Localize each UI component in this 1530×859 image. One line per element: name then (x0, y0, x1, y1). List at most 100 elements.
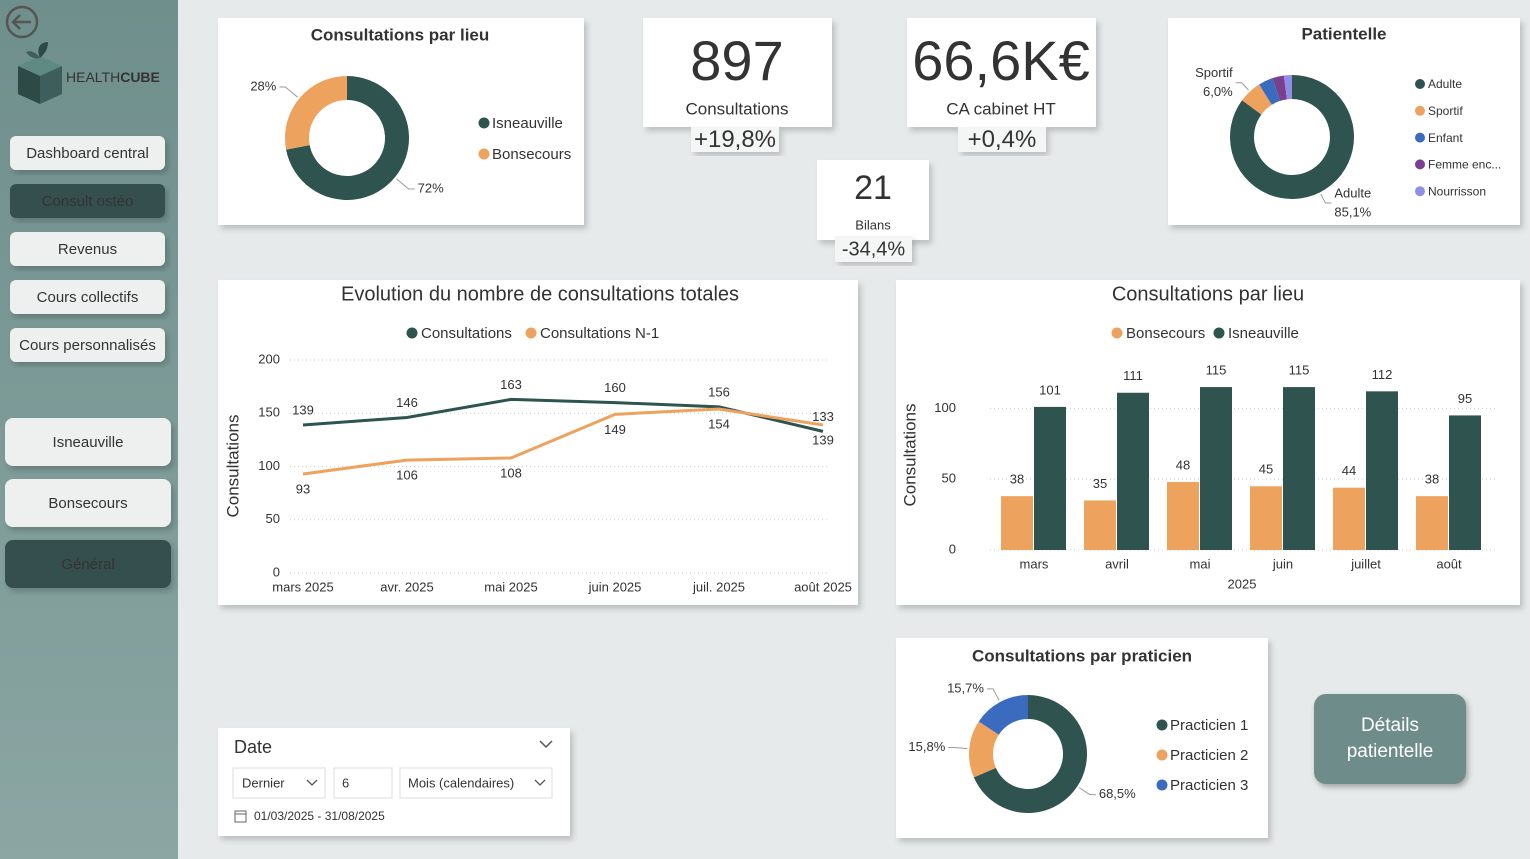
kpi-value: 21 (854, 169, 892, 207)
x-tick-label: août 2025 (794, 579, 852, 594)
nav-label[interactable]: Consult ostéo (42, 193, 134, 210)
legend-label: Practicien 2 (1170, 747, 1248, 764)
legend-label: Bonsecours (1126, 325, 1205, 342)
data-label: 93 (296, 481, 310, 496)
legend-marker (1156, 779, 1168, 791)
y-tick-label: 100 (258, 458, 280, 473)
x-tick-label: juil. 2025 (692, 579, 745, 594)
kpi-label: Bilans (855, 217, 891, 232)
data-label: 149 (604, 422, 626, 437)
site-button[interactable] (5, 479, 171, 527)
legend-label: Enfant (1428, 131, 1463, 145)
donut-slice (969, 721, 999, 778)
nav-button[interactable] (10, 328, 165, 362)
legend-label: Bonsecours (492, 146, 571, 163)
x-tick-label: juin (1272, 556, 1293, 571)
y-tick-label: 100 (934, 400, 956, 415)
chart-title: Evolution du nombre de consultations tot… (341, 283, 739, 305)
legend-label: Nourrisson (1428, 184, 1486, 198)
back-button[interactable] (5, 5, 39, 39)
data-label: 48 (1176, 457, 1190, 472)
kpi-label: CA cabinet HT (946, 99, 1056, 118)
bar (1034, 406, 1066, 550)
slicer-range: 01/03/2025 - 31/08/2025 (254, 809, 385, 823)
slicer-count[interactable]: 6 (342, 775, 349, 790)
data-label: 72% (418, 180, 444, 195)
data-label: 6,0% (1203, 84, 1233, 99)
donut-slice (978, 695, 1028, 735)
leader-line (279, 86, 299, 98)
nav-button[interactable] (10, 136, 165, 170)
chart-title: Consultations par lieu (1112, 283, 1304, 305)
kpi-change-box (835, 236, 912, 262)
data-label: 15,8% (908, 739, 945, 754)
kpi-change-box (691, 127, 779, 152)
slicer-decor (218, 728, 570, 836)
site-label[interactable]: Général (61, 556, 114, 573)
site-button[interactable] (5, 540, 171, 588)
data-label: 101 (1039, 382, 1061, 397)
bar (1283, 387, 1315, 550)
bar (1449, 415, 1481, 550)
kpi-change: +0,4% (968, 126, 1037, 153)
kpi-value: 66,6K€ (912, 29, 1090, 92)
data-label: 44 (1342, 463, 1356, 478)
nav-label[interactable]: Cours collectifs (37, 289, 139, 306)
nav-button[interactable] (10, 232, 165, 266)
details-button[interactable]: Détails patientelle (1314, 694, 1466, 784)
nav-button[interactable] (10, 280, 165, 314)
nav-button[interactable] (10, 184, 165, 218)
legend-marker (1156, 749, 1168, 761)
leader-line (948, 746, 968, 750)
donut-slice (1230, 75, 1355, 199)
slicer-mode[interactable]: Dernier (242, 775, 285, 790)
data-label: 163 (500, 377, 522, 392)
kpi-change: -34,4% (842, 238, 906, 260)
legend-marker (406, 327, 418, 339)
line-series (302, 407, 824, 476)
data-label: 38 (1425, 472, 1439, 487)
data-label: 112 (1372, 367, 1393, 382)
kpi-card (643, 18, 832, 127)
chart-title: Consultations par lieu (311, 25, 490, 44)
x-group-label: 2025 (1228, 576, 1257, 591)
data-label: 108 (500, 465, 522, 480)
bar (1250, 486, 1282, 550)
y-axis-title: Consultations (900, 403, 919, 506)
kpi-card (907, 18, 1096, 127)
data-label: 139 (812, 432, 834, 447)
data-label: 15,7% (947, 680, 984, 695)
nav-label[interactable]: Dashboard central (26, 145, 149, 162)
donut-slice (973, 695, 1087, 813)
site-label[interactable]: Bonsecours (48, 495, 127, 512)
kpi-change-box (958, 127, 1046, 152)
nav-label[interactable]: Cours personnalisés (19, 337, 156, 354)
data-label: 38 (1010, 472, 1024, 487)
site-button[interactable] (5, 418, 171, 466)
leader-line (1078, 787, 1096, 796)
x-tick-label: mai 2025 (484, 579, 537, 594)
data-label: 115 (1289, 363, 1310, 378)
slicer-title: Date (234, 737, 272, 757)
donut-slice (285, 76, 347, 150)
leader-line (1235, 82, 1249, 91)
nav-label[interactable]: Revenus (58, 241, 117, 258)
chart-panel (218, 280, 858, 605)
legend-label: Femme enc... (1428, 158, 1501, 172)
y-tick-label: 200 (258, 351, 280, 366)
y-tick-label: 0 (949, 541, 956, 556)
legend-label: Consultations (421, 325, 512, 342)
x-tick-label: mai (1190, 556, 1211, 571)
data-label: 160 (604, 380, 626, 395)
slicer-unit[interactable]: Mois (calendaires) (408, 775, 514, 790)
site-label[interactable]: Isneauville (53, 434, 124, 451)
y-tick-label: 0 (273, 564, 280, 579)
data-label: 85,1% (1334, 204, 1371, 219)
x-tick-label: avr. 2025 (380, 579, 434, 594)
chart-title: Consultations par praticien (972, 646, 1192, 665)
legend-marker (1415, 79, 1425, 89)
x-tick-label: août (1436, 556, 1462, 571)
x-tick-label: avril (1105, 556, 1129, 571)
